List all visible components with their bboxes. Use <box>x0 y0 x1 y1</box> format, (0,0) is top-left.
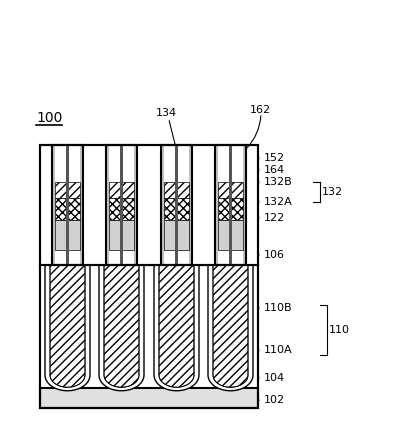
Bar <box>109 220 134 250</box>
Bar <box>40 145 258 408</box>
Text: 106: 106 <box>264 250 285 260</box>
Text: 134: 134 <box>156 108 177 118</box>
Text: 110B: 110B <box>264 303 293 313</box>
Bar <box>243 145 246 265</box>
Polygon shape <box>104 265 139 387</box>
Bar <box>215 145 246 265</box>
Polygon shape <box>50 265 85 387</box>
Bar <box>161 145 164 265</box>
Bar <box>175 145 178 265</box>
Bar <box>164 198 189 220</box>
Bar <box>40 388 258 408</box>
Bar <box>164 220 189 250</box>
Text: 132B: 132B <box>264 177 293 187</box>
Bar <box>215 145 218 265</box>
Bar <box>164 182 189 198</box>
Bar <box>55 182 80 198</box>
Bar <box>189 145 192 265</box>
Text: 152: 152 <box>264 153 285 163</box>
Text: 110: 110 <box>329 325 350 335</box>
Bar <box>218 198 243 220</box>
Bar <box>218 220 243 250</box>
Bar <box>218 182 243 198</box>
Text: 110A: 110A <box>264 345 293 355</box>
Bar <box>120 145 123 265</box>
Bar <box>55 198 80 220</box>
Bar <box>40 145 258 408</box>
Bar <box>106 145 109 265</box>
Text: 104: 104 <box>264 373 285 383</box>
Bar <box>40 265 258 388</box>
Bar <box>52 145 83 265</box>
Bar <box>229 145 232 265</box>
Bar <box>215 145 246 265</box>
Text: 162: 162 <box>249 105 270 115</box>
Bar <box>106 145 137 265</box>
Text: 164: 164 <box>264 165 285 175</box>
Polygon shape <box>154 265 199 391</box>
Bar <box>55 220 80 250</box>
Bar <box>161 145 192 265</box>
Text: 102: 102 <box>264 395 285 405</box>
Polygon shape <box>159 265 194 387</box>
Text: 132: 132 <box>322 187 343 197</box>
Polygon shape <box>99 265 144 391</box>
Bar <box>80 145 83 265</box>
Bar <box>66 145 69 265</box>
Polygon shape <box>45 265 90 391</box>
Polygon shape <box>208 265 253 391</box>
Bar <box>109 198 134 220</box>
Bar <box>106 145 137 265</box>
Text: 122: 122 <box>264 213 285 223</box>
Polygon shape <box>213 265 248 387</box>
Bar <box>161 145 192 265</box>
Bar <box>109 182 134 198</box>
Text: 132A: 132A <box>264 197 293 207</box>
Bar <box>52 145 55 265</box>
Text: 100: 100 <box>36 111 63 125</box>
Bar <box>52 145 83 265</box>
Bar <box>134 145 137 265</box>
